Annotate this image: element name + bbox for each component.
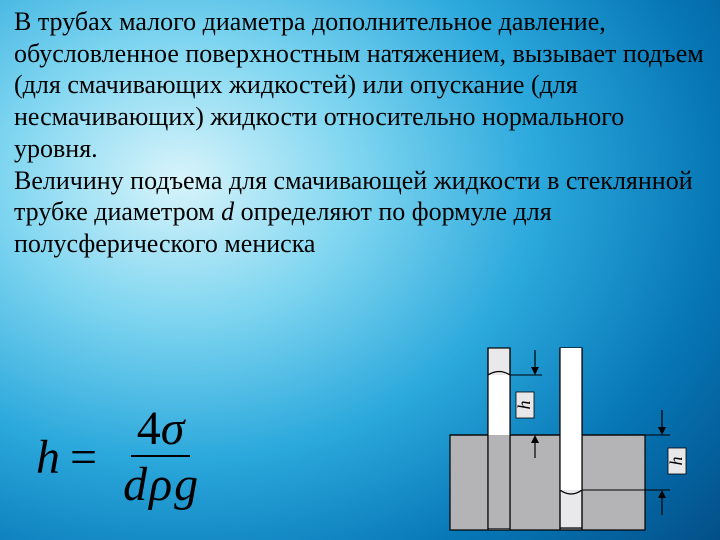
formula-num-coeff: 4 — [137, 402, 161, 455]
left-liquid-in-container — [488, 435, 510, 528]
formula-den-d: d — [123, 458, 147, 511]
capillary-diagram: h h — [430, 340, 700, 535]
formula: h = 4σ dρg — [36, 405, 210, 509]
left-arrow-top-head — [531, 367, 539, 375]
formula-den-g: g — [174, 458, 198, 511]
paragraph-1: В трубах малого диаметра дополнительное … — [14, 6, 704, 165]
formula-fraction: 4σ dρg — [117, 405, 204, 509]
formula-numerator: 4σ — [131, 405, 191, 457]
right-arrow-bot-head — [658, 490, 666, 498]
formula-den-rho: ρ — [149, 458, 172, 511]
formula-denominator: dρg — [117, 457, 204, 509]
slide-text: В трубах малого диаметра дополнительное … — [14, 6, 704, 260]
paragraph-1-text: В трубах малого диаметра дополнительное … — [14, 7, 704, 163]
right-tube-gap — [560, 435, 582, 490]
paragraph-2: Величину подъема для смачивающей жидкост… — [14, 165, 704, 260]
formula-num-sigma: σ — [161, 402, 185, 455]
formula-eq-sign: = — [70, 430, 97, 485]
right-label-h: h — [666, 457, 686, 466]
left-label-h: h — [514, 401, 534, 410]
right-arrow-top-head — [658, 427, 666, 435]
paragraph-2-var: d — [221, 197, 234, 226]
left-liquid-column-top — [488, 375, 510, 435]
container-rect — [450, 435, 645, 530]
formula-lhs: h — [36, 430, 60, 485]
